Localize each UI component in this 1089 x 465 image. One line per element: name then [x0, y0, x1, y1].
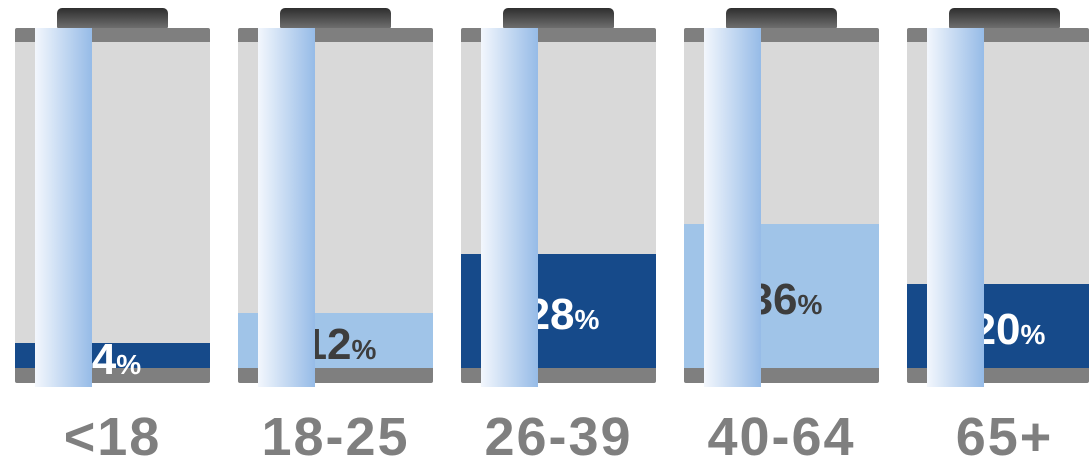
value-unit: % — [116, 348, 142, 380]
value-number: 4 — [91, 334, 117, 384]
value-unit: % — [797, 289, 823, 321]
value-label: 4% — [91, 334, 142, 384]
value-unit: % — [351, 333, 377, 365]
category-label: <18 — [63, 407, 162, 465]
category-label: 40-64 — [707, 407, 856, 465]
battery-cap — [726, 8, 837, 28]
battery-bar: 20% — [907, 0, 1089, 395]
glass-tube — [927, 28, 984, 387]
battery-cap — [503, 8, 614, 28]
battery-cap — [949, 8, 1060, 28]
value-unit: % — [1020, 318, 1046, 350]
glass-tube — [481, 28, 538, 387]
battery-bar: 4% — [15, 0, 210, 395]
category-label: 18-25 — [261, 407, 410, 465]
value-unit: % — [574, 303, 600, 335]
glass-tube — [35, 28, 92, 387]
battery-cap — [57, 8, 168, 28]
glass-tube — [704, 28, 761, 387]
battery-bar: 28% — [461, 0, 656, 395]
category-label: 26-39 — [484, 407, 633, 465]
battery-cap — [280, 8, 391, 28]
battery-bar: 36% — [684, 0, 879, 395]
glass-tube — [258, 28, 315, 387]
category-label: 65+ — [955, 407, 1054, 465]
battery-bar: 12% — [238, 0, 433, 395]
